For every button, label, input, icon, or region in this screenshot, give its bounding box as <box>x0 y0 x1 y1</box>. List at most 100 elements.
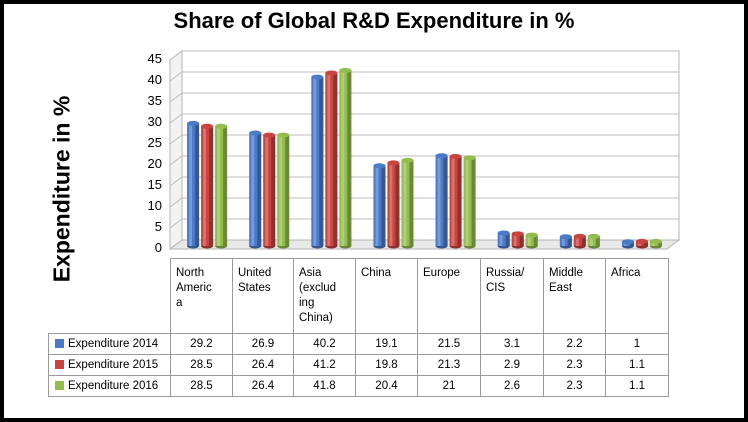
bar <box>263 132 276 249</box>
bar-top <box>649 238 662 244</box>
gridline <box>169 197 679 208</box>
legend-entry: Expenditure 2015 <box>48 354 171 376</box>
bar-top <box>559 234 572 240</box>
bar-shade <box>519 233 524 246</box>
bar-body <box>525 235 538 246</box>
y-tick-label: 15 <box>147 177 162 192</box>
bar-shade <box>195 123 200 246</box>
side-wall <box>169 50 183 250</box>
bar-top <box>201 123 214 129</box>
bar <box>559 234 572 249</box>
chart-frame: Share of Global R&D Expenditure in % Exp… <box>4 4 744 418</box>
data-value-cell: 26.4 <box>232 354 294 376</box>
category-header: North Americ a <box>170 258 233 334</box>
series-name: Expenditure 2014 <box>68 338 159 350</box>
y-tick-label: 40 <box>147 72 162 87</box>
data-value-cell: 19.8 <box>355 354 418 376</box>
bar-highlight <box>313 77 317 246</box>
legend-swatch <box>55 339 64 348</box>
bar-highlight <box>217 126 221 246</box>
bar-highlight <box>203 126 207 246</box>
bar-highlight <box>465 157 469 246</box>
series-name: Expenditure 2016 <box>68 380 159 392</box>
gridline <box>169 50 679 61</box>
bar-highlight <box>527 235 531 246</box>
bar-shade <box>395 162 400 246</box>
bar-shade <box>581 236 586 246</box>
category-header: Russia/ CIS <box>480 258 544 334</box>
data-value-cell: 21.3 <box>417 354 481 376</box>
bar-shade <box>333 72 338 247</box>
gridline <box>169 71 679 82</box>
bar-body <box>587 236 600 246</box>
legend-swatch <box>55 381 64 390</box>
y-tick-label: 10 <box>147 198 162 213</box>
data-value-cell: 1 <box>605 333 669 355</box>
data-value-cell: 2.6 <box>480 375 544 397</box>
bar-highlight <box>651 241 655 246</box>
bar-top <box>401 157 414 163</box>
bar-top <box>277 132 290 138</box>
bar <box>497 230 510 249</box>
y-tick-label: 35 <box>147 93 162 108</box>
data-value-cell: 20.4 <box>355 375 418 397</box>
bar <box>339 67 352 249</box>
bar-top <box>325 70 338 76</box>
bar-top <box>263 132 276 138</box>
category-header: Africa <box>605 258 669 334</box>
bar-highlight <box>375 165 379 246</box>
gridline <box>169 113 679 124</box>
y-axis-label: Expenditure in % <box>48 95 75 283</box>
bar-top <box>463 155 476 161</box>
bar-top <box>339 67 352 73</box>
table-corner <box>48 258 171 334</box>
bar-shade <box>319 77 324 246</box>
bar-top <box>449 154 462 160</box>
gridline <box>169 218 679 229</box>
chart-plot <box>168 50 681 250</box>
bar <box>201 123 214 249</box>
floor <box>168 239 681 250</box>
table-row: Expenditure 2015 28.5 26.4 41.2 19.8 21.3 2.9 2… <box>48 354 669 376</box>
bar <box>573 233 586 249</box>
bar-top <box>249 130 262 136</box>
bar-top <box>511 231 524 237</box>
category-header: China <box>355 258 418 334</box>
bar-top <box>497 230 510 236</box>
bar <box>463 155 476 249</box>
bar-body <box>573 236 586 246</box>
bar-highlight <box>451 156 455 246</box>
y-tick-label: 20 <box>147 156 162 171</box>
data-value-cell: 28.5 <box>170 354 233 376</box>
chart-title: Share of Global R&D Expenditure in % <box>173 8 575 33</box>
bar <box>621 239 634 249</box>
data-value-cell: 21 <box>417 375 481 397</box>
data-value-cell: 21.5 <box>417 333 481 355</box>
category-header: Asia (exclud ing China) <box>293 258 356 334</box>
bar-highlight <box>389 162 393 246</box>
y-tick-label: 45 <box>147 51 162 66</box>
table-row: Expenditure 2014 29.2 26.9 40.2 19.1 21.5 3.1 2… <box>48 333 669 355</box>
bar <box>435 153 448 249</box>
y-tick-label: 5 <box>154 219 162 234</box>
bar-highlight <box>403 160 407 246</box>
bar-highlight <box>589 236 593 246</box>
bar-highlight <box>575 236 579 246</box>
bar-shade <box>643 241 648 246</box>
gridline <box>169 155 679 166</box>
gridline <box>169 134 679 145</box>
bar-shade <box>409 160 414 246</box>
bar <box>587 233 600 249</box>
bar <box>249 130 262 249</box>
bar-shade <box>381 165 386 246</box>
bar <box>649 238 662 249</box>
gridline <box>169 92 679 103</box>
legend-entry: Expenditure 2016 <box>48 375 171 397</box>
data-value-cell: 2.2 <box>543 333 606 355</box>
bar-highlight <box>341 70 345 246</box>
bar <box>311 74 324 249</box>
data-table: North Americ a United States Asia (exclud … <box>48 258 669 397</box>
category-header: Middle East <box>543 258 606 334</box>
bar-top <box>435 153 448 159</box>
data-value-cell: 26.4 <box>232 375 294 397</box>
